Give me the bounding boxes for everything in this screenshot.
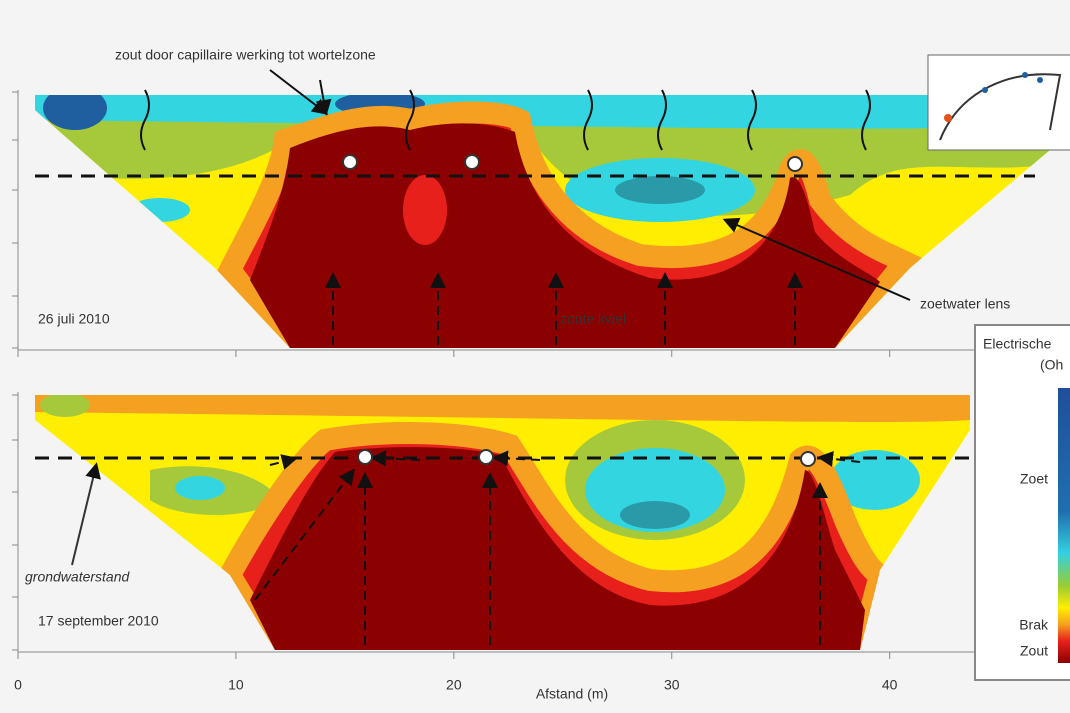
legend-label: Zout — [1020, 643, 1048, 659]
legend: Electrische (Oh Zoet Brak Zout — [974, 324, 1070, 681]
annotation: grondwaterstand — [25, 569, 131, 585]
legend-box — [974, 324, 1070, 681]
panel-label: 26 juli 2010 — [38, 311, 110, 327]
x-tick-label: 30 — [664, 677, 680, 693]
annotation: zoetwater lens — [920, 296, 1010, 312]
legend-label: Brak — [1019, 617, 1049, 633]
x-tick-label: 20 — [446, 677, 462, 693]
annotation: zout door capillaire werking tot wortelz… — [115, 47, 376, 63]
x-tick-label: 0 — [14, 677, 22, 693]
inset-map — [927, 54, 1070, 151]
x-axis-label: Afstand (m) — [536, 686, 608, 702]
contour-panel-bottom — [35, 395, 970, 650]
arrows-top — [140, 69, 911, 345]
panel-label: 17 september 2010 — [38, 613, 159, 629]
arrows-bottom — [71, 450, 861, 645]
y-axis — [12, 90, 1000, 653]
x-tick-label: 10 — [228, 677, 244, 693]
legend-title: Electrische — [983, 336, 1052, 352]
annotation: zoute kwel — [560, 311, 626, 327]
x-tick-label: 40 — [882, 677, 898, 693]
colorbar — [1058, 388, 1070, 663]
legend-label: Zoet — [1020, 471, 1048, 487]
contour-panel-top — [35, 95, 1050, 348]
legend-title: (Oh — [1040, 357, 1063, 373]
